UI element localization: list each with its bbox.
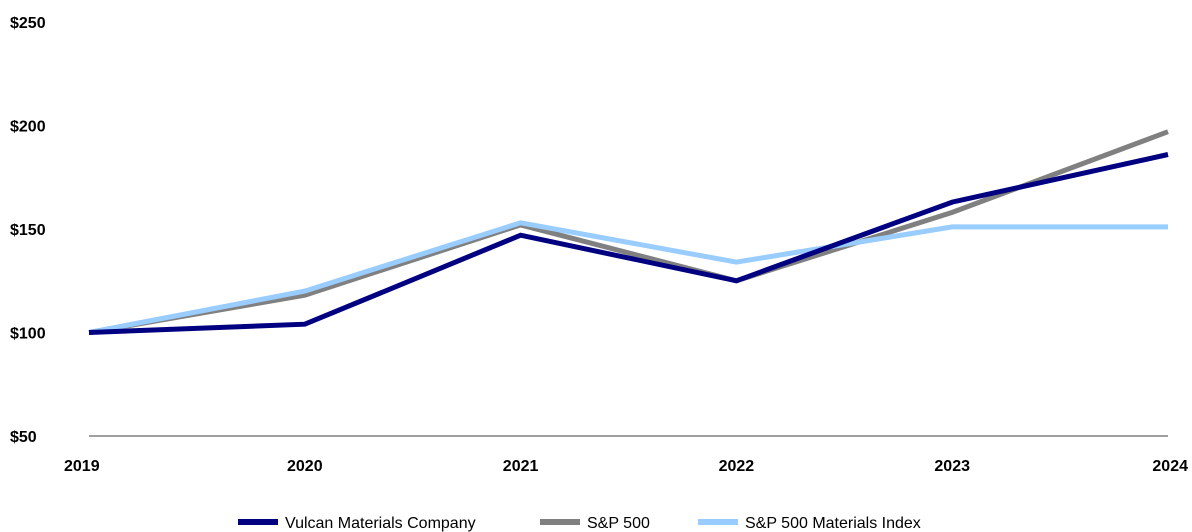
series-line-2 bbox=[88, 220, 1168, 335]
x-tick-label: 2020 bbox=[287, 458, 323, 475]
series-line-0 bbox=[88, 152, 1169, 335]
y-tick-label: $150 bbox=[10, 222, 46, 239]
x-axis-ticks: 2019 2020 2021 2022 2023 2024 bbox=[64, 458, 1188, 475]
y-tick-label: $50 bbox=[10, 429, 37, 446]
legend: Vulcan Materials Company S&P 500 S&P 500 M… bbox=[238, 515, 921, 532]
legend-label-2: S&P 500 Materials Index bbox=[745, 515, 921, 532]
series-line-1 bbox=[88, 129, 1169, 335]
legend-label-1: S&P 500 bbox=[587, 515, 650, 532]
y-tick-label: $200 bbox=[10, 119, 46, 136]
y-tick-label: $100 bbox=[10, 326, 46, 343]
legend-label-0: Vulcan Materials Company bbox=[285, 515, 476, 532]
x-tick-label: 2019 bbox=[64, 458, 100, 475]
x-tick-label: 2024 bbox=[1152, 458, 1188, 475]
series-lines bbox=[88, 129, 1169, 335]
x-tick-label: 2022 bbox=[719, 458, 755, 475]
y-tick-label: $250 bbox=[10, 15, 46, 32]
y-axis-ticks: $50 $100 $150 $200 $250 bbox=[10, 15, 46, 446]
x-tick-label: 2021 bbox=[503, 458, 539, 475]
x-tick-label: 2023 bbox=[934, 458, 970, 475]
